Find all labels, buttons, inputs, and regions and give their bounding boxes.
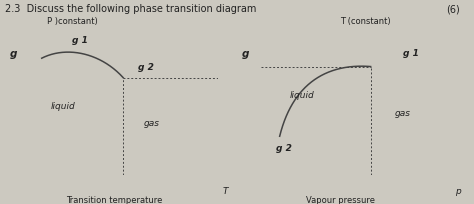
Text: liquid: liquid (290, 91, 315, 100)
Text: Vapour pressure: Vapour pressure (306, 195, 375, 204)
Text: g 1: g 1 (72, 36, 88, 45)
Text: 2.3  Discuss the following phase transition diagram: 2.3 Discuss the following phase transiti… (5, 4, 256, 14)
Text: g: g (242, 48, 249, 58)
Text: P )constant): P )constant) (47, 17, 98, 26)
Text: T: T (223, 186, 228, 195)
Text: g: g (9, 48, 17, 58)
Text: gas: gas (395, 109, 411, 118)
Text: (6): (6) (446, 4, 460, 14)
Text: T (constant): T (constant) (340, 17, 391, 26)
Text: gas: gas (144, 118, 160, 127)
Text: g 2: g 2 (138, 63, 154, 72)
Text: g 1: g 1 (403, 49, 419, 58)
Text: liquid: liquid (50, 102, 75, 111)
Text: p: p (455, 186, 461, 195)
Text: g 2: g 2 (276, 144, 292, 153)
Text: Transition temperature: Transition temperature (65, 195, 162, 204)
